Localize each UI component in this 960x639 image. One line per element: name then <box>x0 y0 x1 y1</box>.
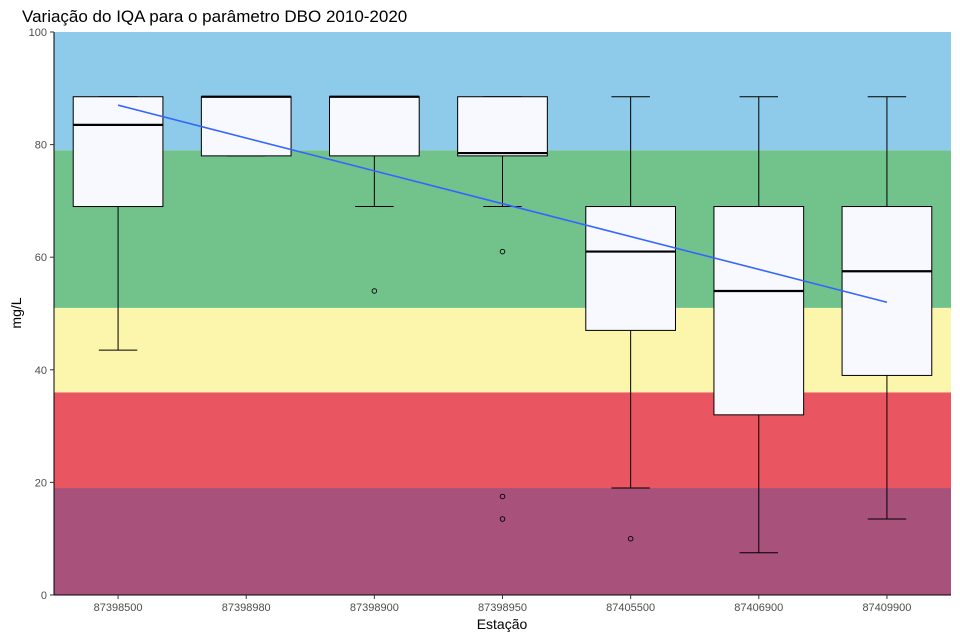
y-tick-label: 80 <box>35 140 47 152</box>
box-87398900 <box>329 95 420 294</box>
outlier-point <box>499 516 506 522</box>
outlier-point <box>627 535 634 542</box>
x-tick-label: 87409900 <box>862 602 911 614</box>
y-tick-label: 20 <box>35 477 47 489</box>
box-87398980 <box>200 95 292 157</box>
box-iqr <box>200 96 292 157</box>
y-tick-label: 100 <box>29 27 47 39</box>
y-tick-label: 60 <box>35 252 47 264</box>
box-87409900 <box>841 96 933 520</box>
quality-band-0 <box>54 488 951 595</box>
x-tick-label: 87398980 <box>222 602 271 614</box>
y-tick-label: 0 <box>41 590 47 602</box>
trend-line-group <box>117 104 888 304</box>
boxes-group <box>72 95 933 554</box>
x-axis-label: Estação <box>477 616 528 632</box>
box-87398500 <box>72 96 164 351</box>
x-tick-label: 87398900 <box>350 602 399 614</box>
x-tick-label: 87398950 <box>478 602 527 614</box>
box-iqr <box>585 206 676 331</box>
x-tick-label: 87398500 <box>94 602 143 614</box>
x-tick-label: 87405500 <box>606 602 655 614</box>
box-87398950 <box>457 96 548 522</box>
x-tick-label: 87406900 <box>734 602 783 614</box>
y-axis-label: mg/L <box>8 297 24 328</box>
chart-title: Variação do IQA para o parâmetro DBO 201… <box>22 7 407 26</box>
y-tick-label: 40 <box>35 365 47 377</box>
outlier-point <box>499 248 506 255</box>
quality-band-2 <box>54 307 951 393</box>
trend-line <box>117 104 888 304</box>
box-iqr <box>841 206 933 376</box>
quality-band-1 <box>54 392 951 489</box>
box-iqr <box>329 96 420 157</box>
outlier-point <box>371 288 378 294</box>
box-87406900 <box>713 96 805 554</box>
box-iqr <box>72 96 164 208</box>
outlier-point <box>499 493 506 500</box>
box-iqr <box>457 96 548 157</box>
box-iqr <box>713 206 805 416</box>
axes-group: 0 20 40 60 80 100 87398500 87398980 87398900 8739… <box>29 27 951 614</box>
box-87405500 <box>585 96 676 542</box>
